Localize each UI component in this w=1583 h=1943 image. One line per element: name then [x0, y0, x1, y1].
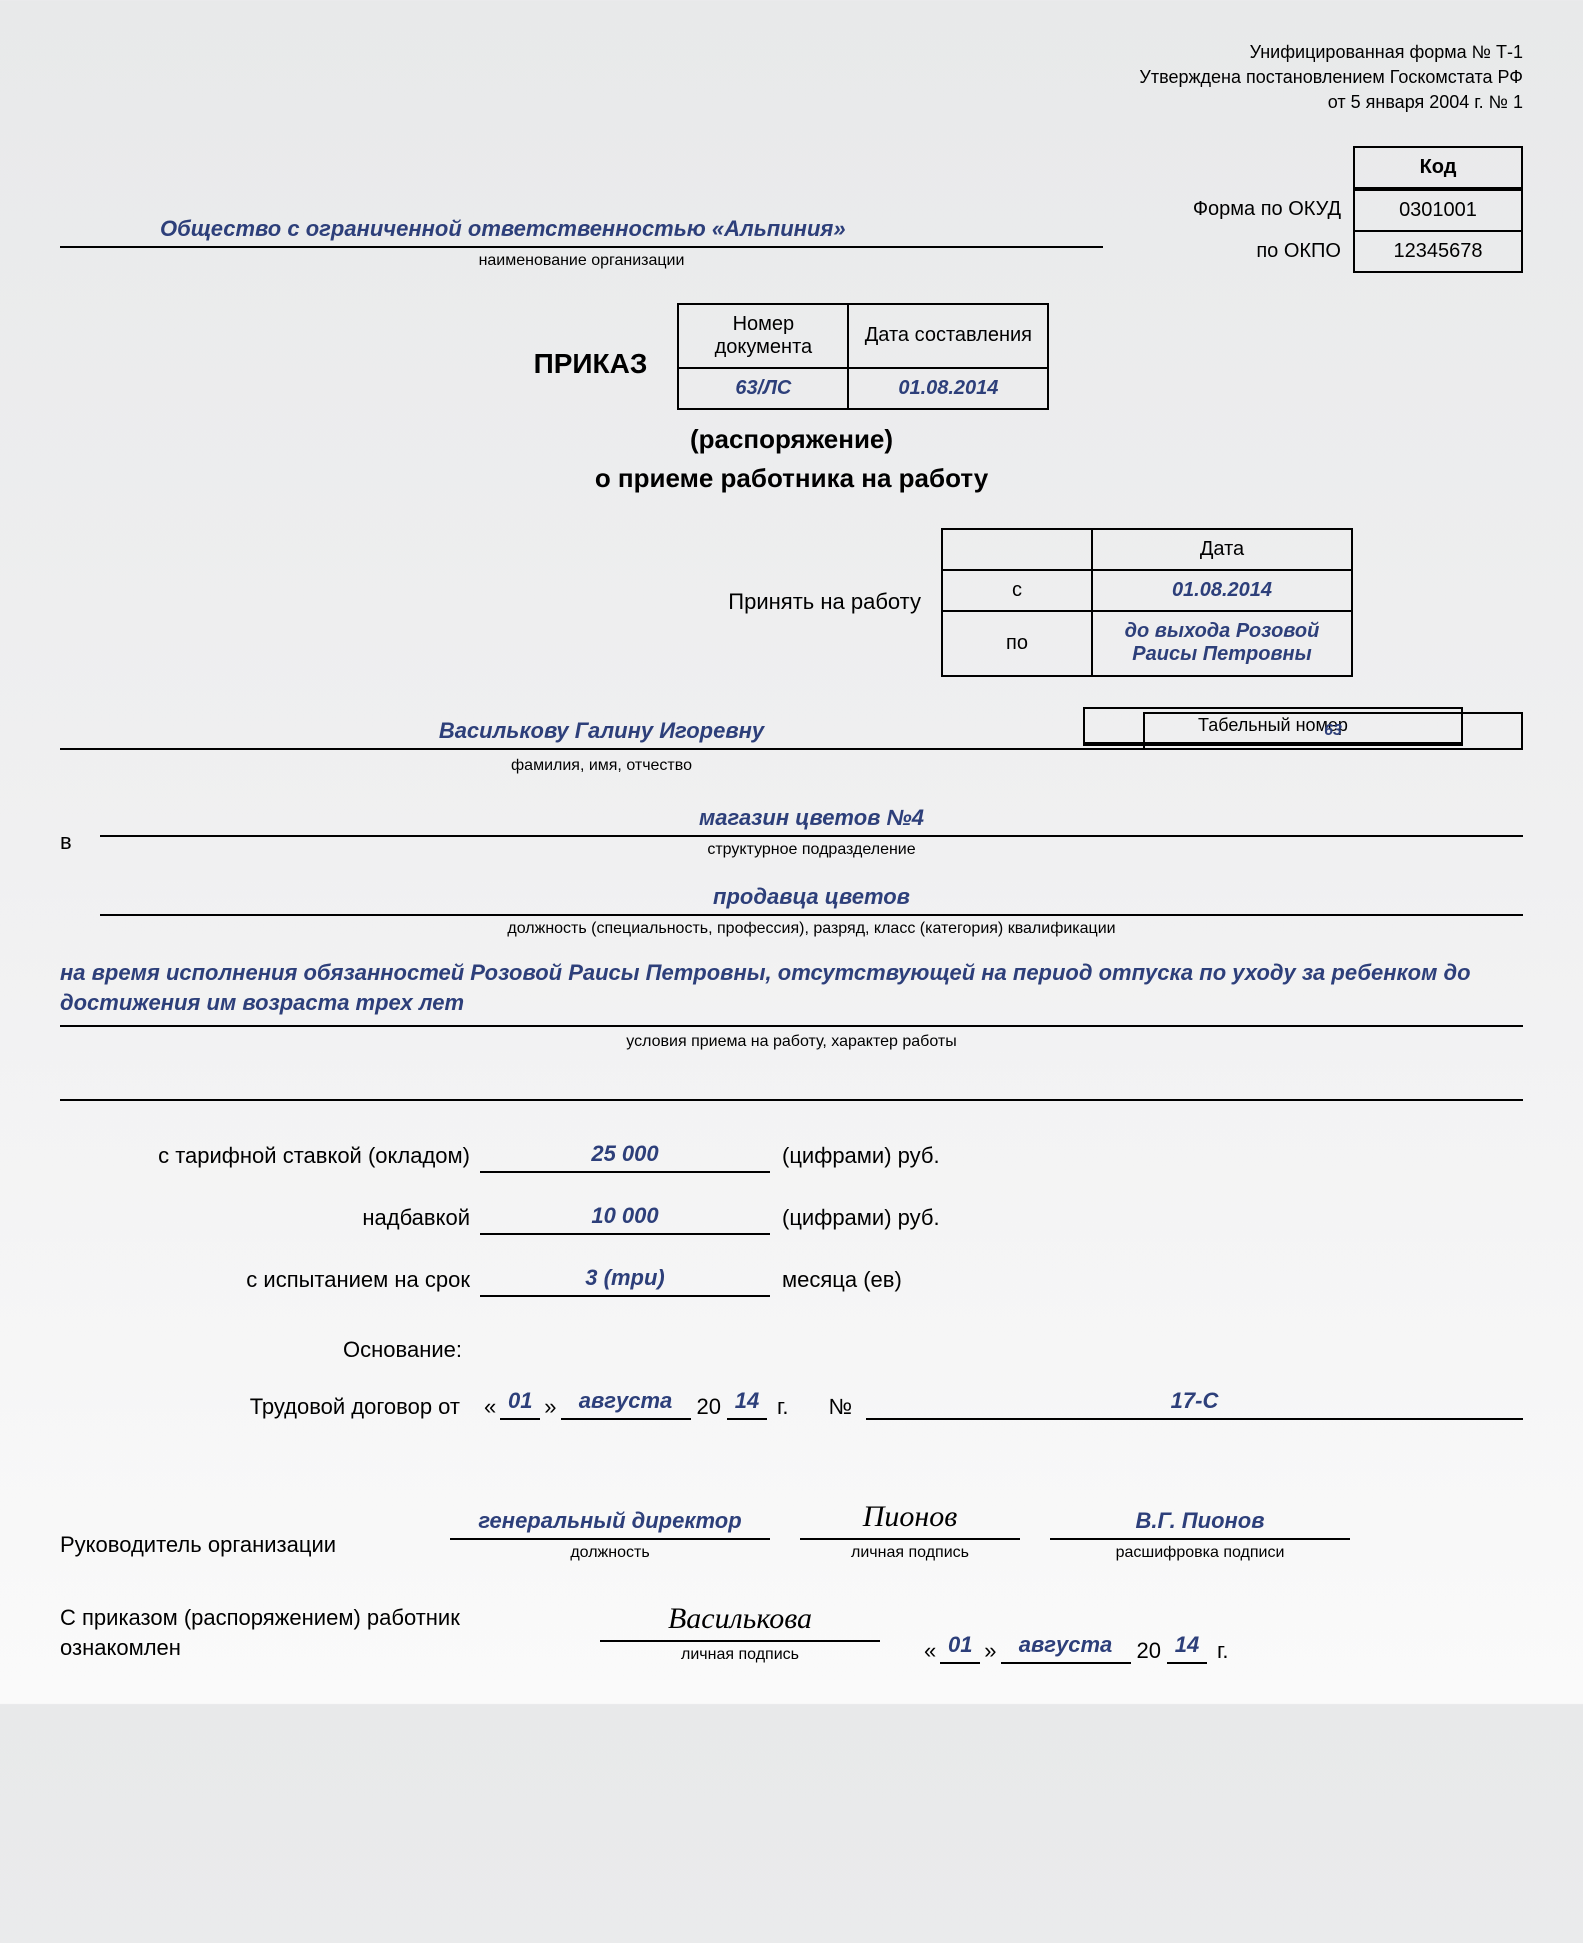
- salary-rate-suffix: (цифрами) руб.: [770, 1143, 940, 1173]
- conditions-sublabel: условия приема на работу, характер работ…: [60, 1033, 1523, 1051]
- employee-fio: Василькову Галину Игоревну: [439, 718, 764, 743]
- code-block: Код Форма по ОКУД 0301001 по ОКПО 123456…: [1183, 146, 1523, 273]
- ack-day: 01: [940, 1632, 980, 1664]
- manager-signature-sublabel: личная подпись: [851, 1544, 969, 1562]
- period-from-date: 01.08.2014: [1092, 570, 1352, 611]
- organization-name-line: Общество с ограниченной ответственностью…: [60, 216, 1103, 248]
- contract-month: августа: [561, 1388, 691, 1420]
- doc-number-label: Номер документа: [678, 304, 848, 368]
- form-header-line3: от 5 января 2004 г. № 1: [60, 90, 1523, 115]
- period-table: Дата с 01.08.2014 по до выхода Розовой Р…: [941, 528, 1353, 677]
- okpo-value: 12345678: [1353, 230, 1523, 273]
- contract-year-unit: г.: [767, 1394, 798, 1420]
- form-header: Унифицированная форма № Т-1 Утверждена п…: [60, 40, 1523, 116]
- okpo-label: по ОКПО: [1183, 240, 1353, 263]
- dept-sublabel: структурное подразделение: [100, 841, 1523, 859]
- period-to-text: до выхода Розовой Раисы Петровны: [1092, 611, 1352, 676]
- position-sublabel: должность (специальность, профессия), ра…: [100, 920, 1523, 938]
- period-date-header: Дата: [1092, 529, 1352, 570]
- contract-day: 01: [500, 1388, 540, 1420]
- doc-subtitle2: о приеме работника на работу: [595, 463, 988, 493]
- contract-number: 17-С: [866, 1388, 1523, 1420]
- doc-subtitle: (распоряжение) о приеме работника на раб…: [60, 420, 1523, 498]
- code-header: Код: [1353, 146, 1523, 189]
- salary-bonus-label: надбавкой: [60, 1205, 480, 1235]
- organization-sublabel: наименование организации: [60, 252, 1103, 270]
- ack-month: августа: [1001, 1632, 1131, 1664]
- period-block: Принять на работу Дата с 01.08.2014 по д…: [60, 528, 1523, 677]
- manager-decoded: В.Г. Пионов: [1050, 1508, 1350, 1540]
- accept-label: Принять на работу: [728, 589, 941, 615]
- ack-signature: Василькова: [600, 1602, 880, 1642]
- okud-label: Форма по ОКУД: [1183, 198, 1353, 221]
- manager-position-sublabel: должность: [570, 1544, 649, 1562]
- conditions-text: на время исполнения обязанностей Розовой…: [60, 958, 1523, 1020]
- form-header-line1: Унифицированная форма № Т-1: [60, 40, 1523, 65]
- salary-rate-label: с тарифной ставкой (окладом): [60, 1143, 480, 1173]
- manager-position: генеральный директор: [450, 1508, 770, 1540]
- doc-date: 01.08.2014: [848, 368, 1048, 409]
- ack-signature-sublabel: личная подпись: [681, 1646, 799, 1664]
- okud-value: 0301001: [1353, 189, 1523, 230]
- tab-number-value: 63: [1143, 712, 1523, 750]
- doc-subtitle1: (распоряжение): [690, 424, 893, 454]
- conditions-block: на время исполнения обязанностей Розовой…: [60, 958, 1523, 1028]
- empty-line: [60, 1071, 1523, 1101]
- ack-year-prefix: 20: [1131, 1638, 1167, 1664]
- contract-label: Трудовой договор от: [60, 1394, 480, 1420]
- salary-bonus-value: 10 000: [480, 1203, 770, 1235]
- period-to-label: по: [942, 611, 1092, 676]
- doc-number: 63/ЛС: [678, 368, 848, 409]
- basis-label: Основание:: [60, 1337, 480, 1363]
- fio-sublabel: фамилия, имя, отчество: [60, 757, 1143, 775]
- dept-value: магазин цветов №4: [699, 805, 924, 830]
- organization-name: Общество с ограниченной ответственностью…: [160, 216, 846, 241]
- salary-bonus-suffix: (цифрами) руб.: [770, 1205, 940, 1235]
- ack-year-suffix: 14: [1167, 1632, 1207, 1664]
- manager-label: Руководитель организации: [60, 1532, 420, 1562]
- period-from-label: с: [942, 570, 1092, 611]
- position-value: продавца цветов: [713, 884, 910, 909]
- manager-signature: Пионов: [800, 1500, 1020, 1540]
- contract-year-suffix: 14: [727, 1388, 767, 1420]
- dept-prefix: в: [60, 829, 100, 859]
- doc-title: ПРИКАЗ: [534, 303, 648, 380]
- doc-date-label: Дата составления: [848, 304, 1048, 368]
- manager-decoded-sublabel: расшифровка подписи: [1116, 1544, 1285, 1562]
- ack-year-unit: г.: [1207, 1638, 1238, 1664]
- contract-year-prefix: 20: [691, 1394, 727, 1420]
- trial-label: с испытанием на срок: [60, 1267, 480, 1297]
- salary-rate-value: 25 000: [480, 1141, 770, 1173]
- doc-number-table: Номер документа Дата составления 63/ЛС 0…: [677, 303, 1049, 410]
- trial-value: 3 (три): [480, 1265, 770, 1297]
- contract-number-prefix: №: [798, 1394, 866, 1420]
- acknowledgment-label: С приказом (распоряжением) работник озна…: [60, 1603, 560, 1665]
- form-header-line2: Утверждена постановлением Госкомстата РФ: [60, 65, 1523, 90]
- trial-suffix: месяца (ев): [770, 1267, 902, 1297]
